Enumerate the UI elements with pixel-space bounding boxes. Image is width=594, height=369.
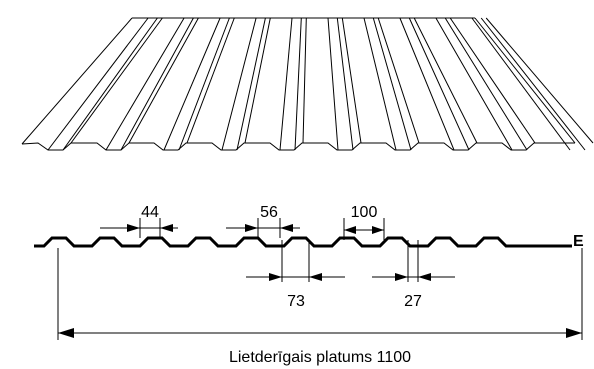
sheet-rib-line [221, 17, 257, 151]
sheet-rib-line [449, 17, 536, 144]
sheet-rib-line [163, 17, 221, 151]
sheet-rib-line [120, 17, 194, 151]
sheet-rib-line [279, 17, 293, 151]
profile-label: E [573, 233, 584, 250]
sheet-right-edge [474, 17, 576, 144]
sheet-rib-line [435, 17, 513, 151]
dim-label-56: 56 [260, 204, 278, 221]
sheet-rib-line [244, 17, 271, 144]
sheet-rib-line [377, 17, 420, 144]
sheet-rib-line [408, 17, 470, 151]
sheet-perspective-view [21, 17, 594, 151]
dim-label-27: 27 [404, 293, 422, 310]
sheet-rib-line [444, 17, 528, 151]
sheet-rib-line [413, 17, 478, 144]
effective-width-label: Lietderīgais platums 1100 [229, 349, 411, 366]
sheet-rib-line [236, 17, 266, 151]
cross-section-profile [34, 236, 572, 248]
sheet-rib-line [47, 17, 149, 151]
dim-label-73: 73 [287, 293, 305, 310]
sheet-rib-line [128, 17, 199, 144]
dim-label-44: 44 [141, 204, 159, 221]
sheet-rib-line [294, 17, 302, 151]
sheet-rib-line [178, 17, 230, 151]
sheet-rib-line [480, 17, 586, 151]
sheet-rib-line [302, 17, 307, 144]
sheet-rib-line [399, 17, 455, 151]
sheet-rib-line [105, 17, 185, 151]
sheet-rib-line [186, 17, 235, 144]
dimension-arrowheads [58, 224, 582, 338]
sheet-front-edge [21, 142, 575, 151]
cross-section [34, 236, 572, 248]
sheet-rib-line [327, 17, 339, 151]
sheet-left-edge [21, 17, 133, 145]
sheet-rib-line [62, 17, 158, 151]
sheet-rib-line [341, 17, 362, 144]
sheet-rib-line [336, 17, 354, 151]
sheet-rib-line [363, 17, 397, 151]
dim-label-100: 100 [351, 204, 378, 221]
sheet-rib-lines [47, 17, 594, 151]
sheet-rib-line [471, 17, 571, 151]
sheet-rib-line [70, 17, 163, 144]
sheet-rib-line [372, 17, 412, 151]
sheet-rib-line [485, 17, 594, 144]
